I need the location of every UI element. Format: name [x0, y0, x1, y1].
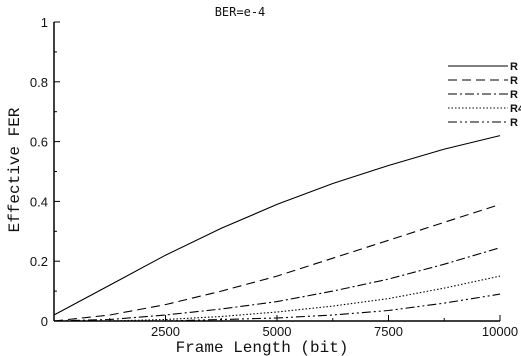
- x-tick-label: 7500: [374, 324, 403, 339]
- series-line-2: [53, 203, 501, 322]
- y-tick-label: 0.2: [30, 254, 48, 269]
- legend-label-3: R: [510, 89, 518, 101]
- chart-title: BER=e-4: [215, 5, 266, 19]
- legend-label-5: R: [510, 117, 518, 129]
- y-tick-label: 0.6: [30, 135, 48, 150]
- series-line-4: [54, 275, 501, 322]
- legend-label-1: R: [510, 61, 518, 73]
- series-line-1: [53, 135, 501, 316]
- y-tick-label: 0.8: [30, 75, 48, 90]
- y-axis-title: Effective FER: [6, 107, 24, 232]
- legend-label-4: R4: [510, 103, 521, 115]
- y-tick-label: 0: [41, 314, 48, 329]
- x-tick-label: 2500: [151, 324, 180, 339]
- x-tick-label: 5000: [263, 324, 292, 339]
- legend-label-2: R: [510, 75, 518, 87]
- series-line-3: [53, 247, 501, 322]
- x-tick-label: 10000: [482, 324, 518, 339]
- y-tick-label: 0.4: [30, 194, 48, 209]
- x-axis-title: Frame Length (bit): [176, 339, 349, 356]
- series-line-5: [54, 293, 501, 322]
- y-tick-label: 1: [41, 15, 48, 30]
